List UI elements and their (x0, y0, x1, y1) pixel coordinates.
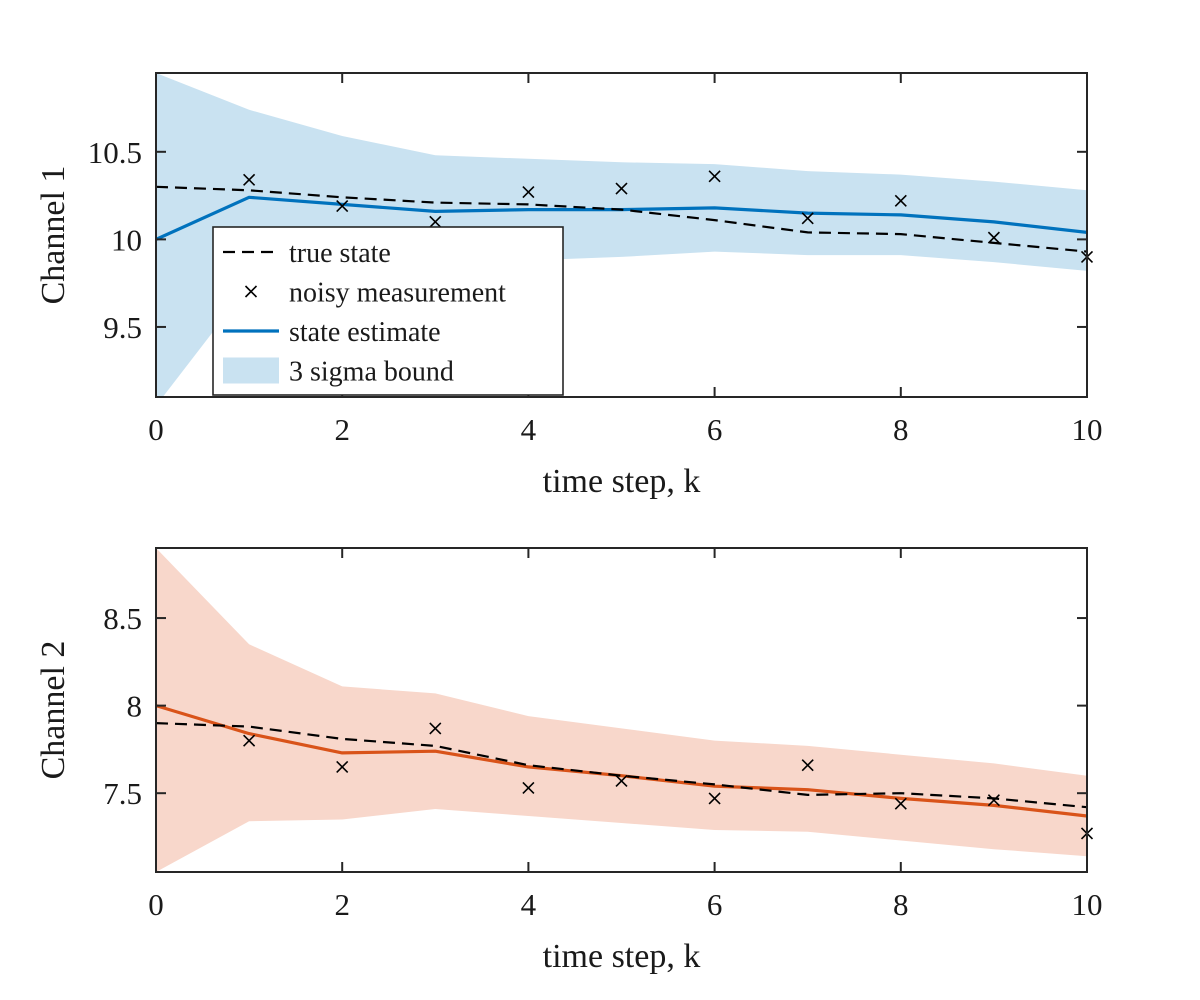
y-tick-label: 8 (127, 689, 143, 724)
measurement-marker (987, 231, 1000, 244)
x-tick-label: 6 (707, 887, 723, 922)
y-axis-label: Channel 1 (35, 166, 72, 305)
measurement-marker (615, 774, 628, 787)
x-tick-label: 10 (1072, 887, 1103, 922)
x-tick-label: 0 (148, 887, 164, 922)
measurement-marker (894, 194, 907, 207)
measurement-marker (429, 722, 442, 735)
x-tick-label: 8 (893, 412, 909, 447)
legend-box (212, 226, 564, 396)
legend-entry-3-sigma-bound: 3 sigma bound (223, 357, 454, 388)
x-tick-label: 2 (334, 887, 350, 922)
x-tick-label: 0 (148, 412, 164, 447)
x-tick-label: 4 (521, 887, 537, 922)
x-tick-label: 6 (707, 412, 723, 447)
measurement-marker (429, 215, 442, 228)
y-tick-label: 7.5 (103, 776, 142, 811)
measurement-marker (243, 173, 256, 186)
legend-swatch-marker (244, 285, 258, 298)
y-tick-label: 9.5 (103, 310, 142, 345)
y-tick-label: 8.5 (103, 601, 142, 636)
true-state-line (156, 722, 1087, 809)
legend-swatch-band (223, 357, 279, 384)
x-tick-label: 4 (521, 412, 537, 447)
measurement-marker (336, 760, 349, 773)
legend-label: 3 sigma bound (289, 357, 454, 388)
legend-label: noisy measurement (289, 278, 506, 309)
x-tick-label: 8 (893, 887, 909, 922)
legend-entry-true-state: true state (223, 238, 391, 269)
measurement-marker (708, 792, 721, 805)
channel-1-plot: 0 2 4 6 8 10 9.5 10 10.5 time step, k Channel 1 tru… (35, 72, 1103, 500)
measurement-marker (522, 186, 535, 199)
x-axis-label: time step, k (543, 463, 701, 500)
measurement-marker (894, 797, 907, 810)
axes-box (155, 72, 1088, 398)
true-state-line (156, 185, 1087, 253)
sigma-band-area (156, 548, 1087, 872)
legend-entry-noisy-measurement: noisy measurement (244, 278, 506, 309)
x-tick-label: 10 (1072, 412, 1103, 447)
axes-box (155, 547, 1088, 873)
x-tick-label: 2 (334, 412, 350, 447)
measurement-marker (615, 182, 628, 195)
measurement-marker (801, 212, 814, 225)
y-tick-label: 10 (111, 222, 142, 257)
measurement-marker (801, 759, 814, 772)
measurement-marker (243, 734, 256, 747)
measurement-marker (522, 781, 535, 795)
measurement-marker (336, 200, 349, 213)
state-estimate-line (156, 704, 1087, 818)
measurement-marker (708, 170, 721, 183)
y-tick-label: 10.5 (88, 135, 142, 170)
measurement-marker (987, 794, 1000, 807)
x-axis-label: time step, k (543, 938, 701, 975)
legend: true state noisy measurement state estimat… (212, 226, 564, 396)
legend-label: true state (289, 238, 391, 269)
y-axis-label: Channel 2 (35, 641, 72, 780)
legend-label: state estimate (289, 317, 441, 348)
legend-entry-state-estimate: state estimate (223, 317, 441, 348)
channel-2-plot: 0 2 4 6 8 10 7.5 8 8.5 time step, k Channel 2 (35, 547, 1103, 975)
sigma-band-area (156, 73, 1087, 397)
